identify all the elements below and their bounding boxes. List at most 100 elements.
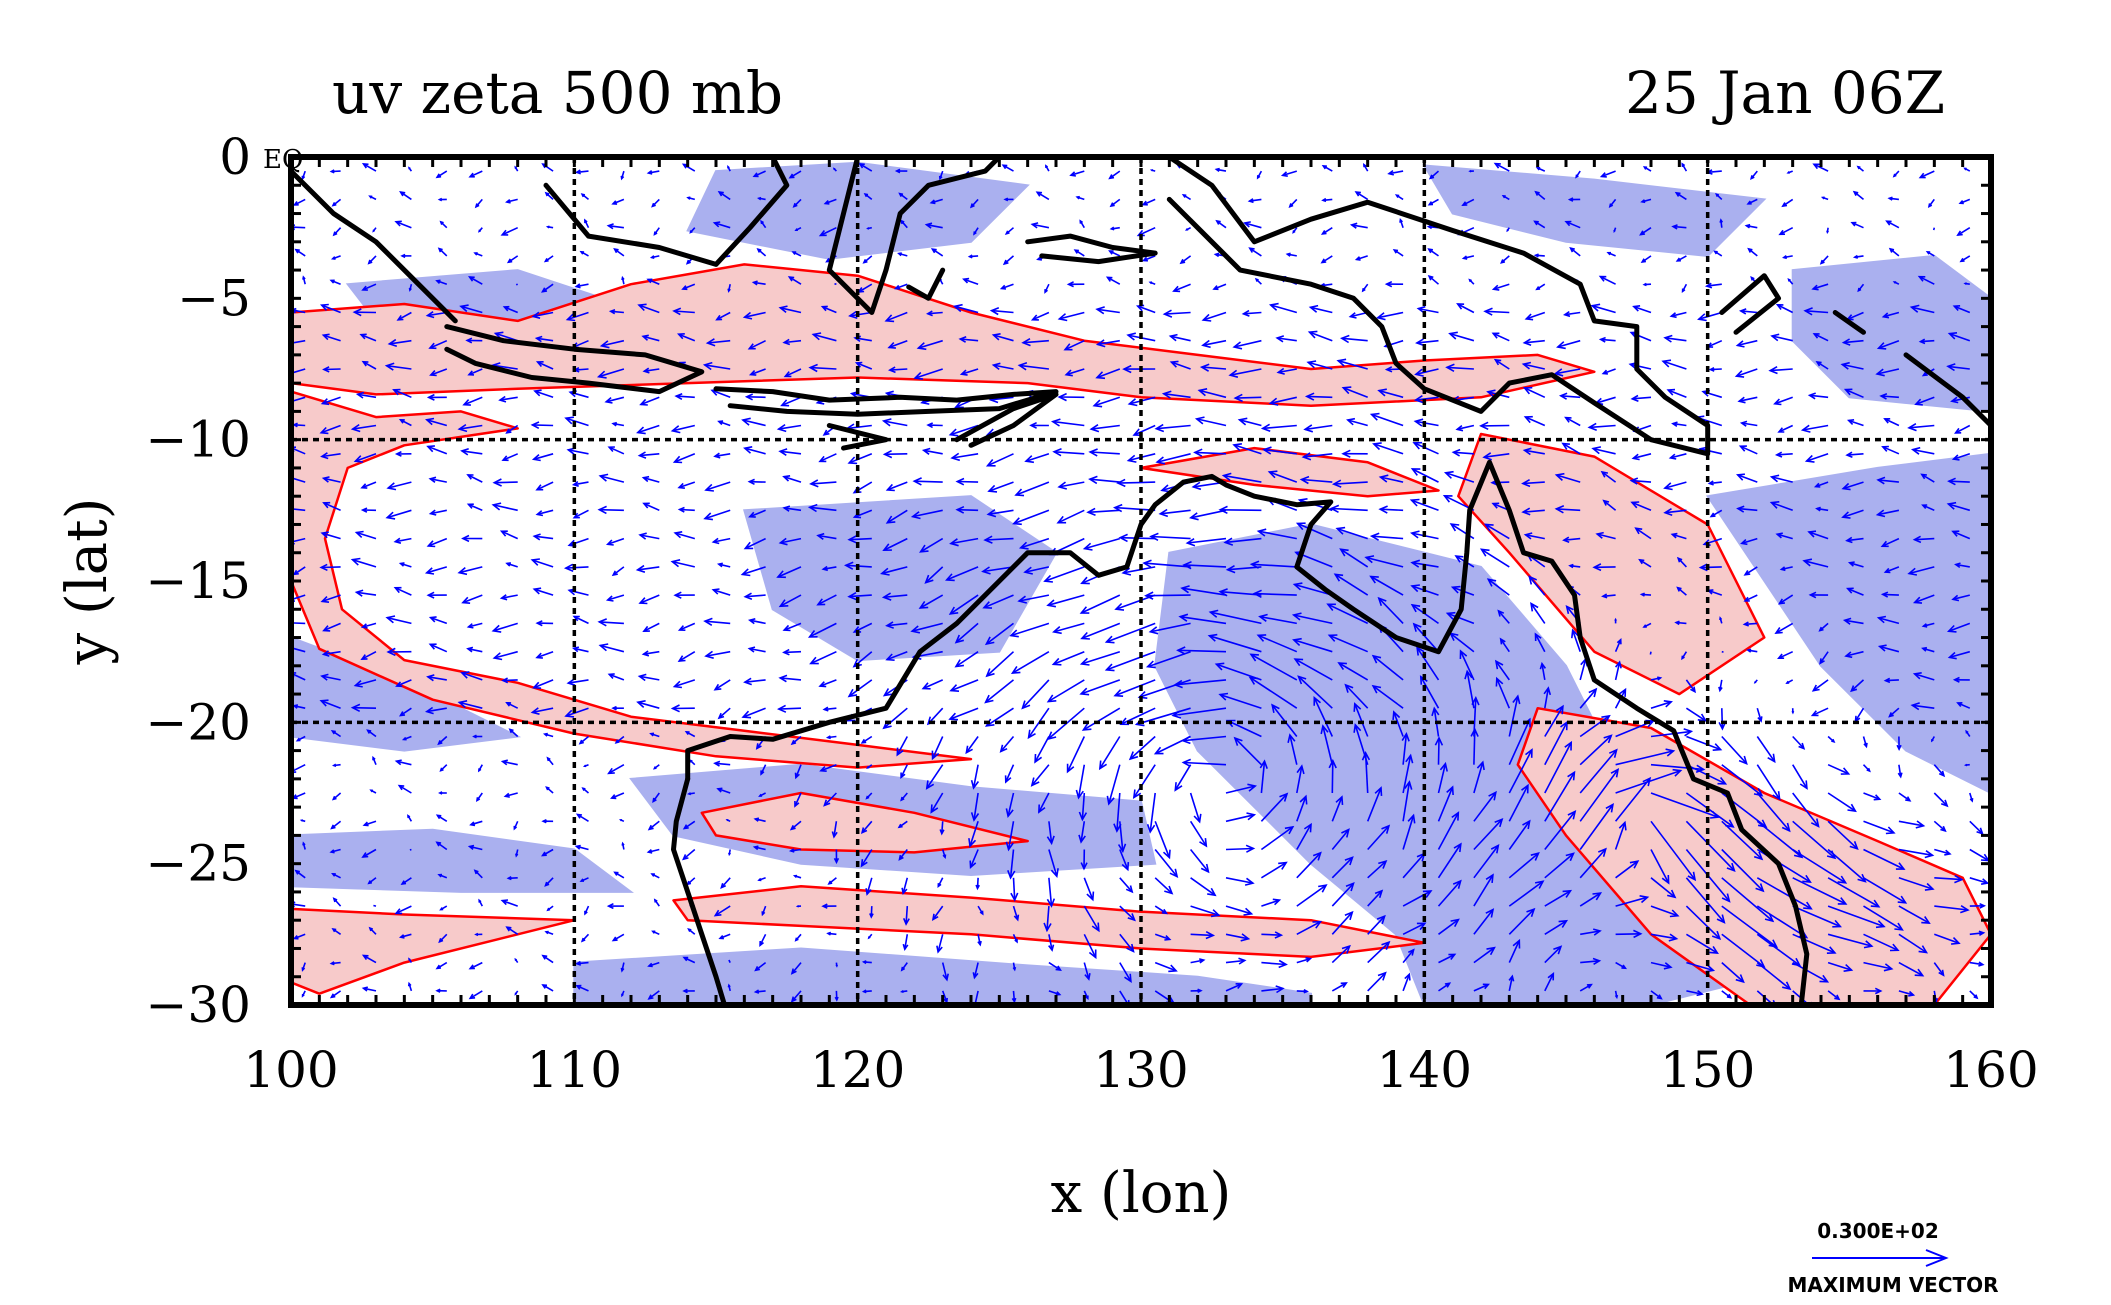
wind-vector <box>670 704 695 713</box>
wind-vector <box>1946 622 1971 633</box>
wind-vector <box>1148 281 1156 285</box>
wind-vector <box>1857 283 1865 293</box>
wind-vector <box>1173 679 1227 689</box>
wind-vector <box>1141 255 1156 262</box>
wind-vector <box>437 197 447 202</box>
wind-vector <box>1508 694 1521 737</box>
wind-vector <box>776 704 802 713</box>
wind-vector <box>758 792 766 797</box>
wind-vector <box>791 251 802 257</box>
wind-vector <box>638 532 660 540</box>
wind-vector <box>1947 332 1971 342</box>
wind-vector <box>362 820 377 827</box>
wind-vector <box>1675 255 1687 262</box>
wind-vector <box>639 396 660 406</box>
wind-vector <box>941 849 947 860</box>
wind-vector <box>1698 563 1722 572</box>
wind-vector <box>1815 360 1829 370</box>
wind-vector <box>647 990 660 1000</box>
wind-vector <box>1295 522 1333 540</box>
wind-vector <box>1671 421 1687 427</box>
wind-vector <box>649 255 660 259</box>
wind-vector <box>954 651 979 668</box>
wind-vector <box>986 509 1014 518</box>
wind-vector <box>1756 792 1791 833</box>
wind-vector <box>459 304 483 314</box>
wind-vector <box>860 849 873 868</box>
wind-vector <box>1377 388 1404 399</box>
wind-vector <box>1249 560 1297 569</box>
wind-vector <box>847 592 872 601</box>
wind-vector <box>1082 537 1121 551</box>
wind-vector <box>530 707 554 715</box>
wind-vector <box>650 873 660 879</box>
wind-vector <box>1841 481 1864 491</box>
x-tick-label: 130 <box>1093 1041 1188 1099</box>
wind-vector <box>1473 983 1490 992</box>
wind-vector <box>860 820 873 834</box>
wind-vector <box>291 339 306 345</box>
wind-vector <box>1896 736 1902 752</box>
wind-vector <box>1740 537 1758 546</box>
wind-vector <box>1293 658 1333 681</box>
wind-vector <box>546 905 554 912</box>
wind-vector <box>1081 707 1121 731</box>
wind-vector <box>924 222 943 229</box>
wind-vector <box>1321 197 1333 203</box>
wind-vector <box>1428 170 1440 180</box>
wind-vector <box>1048 849 1059 878</box>
wind-vector <box>1413 418 1439 427</box>
wind-vector <box>1486 578 1510 596</box>
wind-vector <box>329 961 341 966</box>
wind-vector <box>1844 650 1864 659</box>
x-tick-label: 150 <box>1660 1041 1755 1099</box>
wind-vector <box>1669 311 1687 319</box>
wind-vector <box>1852 190 1865 201</box>
wind-vector <box>718 933 731 940</box>
wind-vector <box>1194 416 1227 427</box>
coastline <box>1166 157 1711 457</box>
wind-vector <box>748 368 766 376</box>
wind-vector <box>970 764 980 790</box>
wind-vector <box>991 333 1014 342</box>
wind-vector <box>1057 481 1085 490</box>
wind-vector <box>1141 198 1156 206</box>
wind-vector <box>606 902 624 910</box>
wind-vector <box>1181 194 1192 201</box>
wind-vector <box>811 332 837 342</box>
wind-vector <box>1201 339 1227 349</box>
wind-vector <box>641 475 660 483</box>
wind-vector <box>611 705 624 711</box>
wind-vector <box>399 191 412 201</box>
wind-vector <box>673 531 696 540</box>
wind-vector <box>1225 844 1256 853</box>
wind-vector <box>790 735 802 746</box>
wind-vector <box>1963 763 1970 767</box>
wind-vector <box>1461 255 1475 260</box>
wind-vector <box>426 591 447 599</box>
wind-vector <box>1092 396 1121 408</box>
wind-vector <box>1361 750 1371 794</box>
wind-vector <box>760 219 767 229</box>
wind-vector <box>408 166 413 172</box>
wind-vector <box>1331 982 1348 992</box>
wind-vector <box>1744 223 1758 229</box>
wind-vector <box>794 792 802 808</box>
wind-vector <box>684 731 696 738</box>
wind-vector <box>1030 311 1050 321</box>
wind-vector <box>1544 740 1573 794</box>
wind-vector <box>1917 275 1935 285</box>
wind-vector <box>704 481 731 492</box>
wind-vector <box>1533 253 1545 258</box>
wind-vector <box>1185 537 1227 547</box>
wind-vector <box>1553 368 1581 377</box>
wind-vector <box>1721 962 1745 984</box>
wind-vector <box>428 616 448 625</box>
wind-vector <box>1260 861 1288 879</box>
wind-vector <box>1459 649 1475 681</box>
wind-vector <box>1043 906 1052 933</box>
wind-vector <box>702 361 731 371</box>
wind-vector <box>1840 361 1864 370</box>
wind-vector <box>329 848 341 854</box>
wind-vector <box>360 481 377 489</box>
